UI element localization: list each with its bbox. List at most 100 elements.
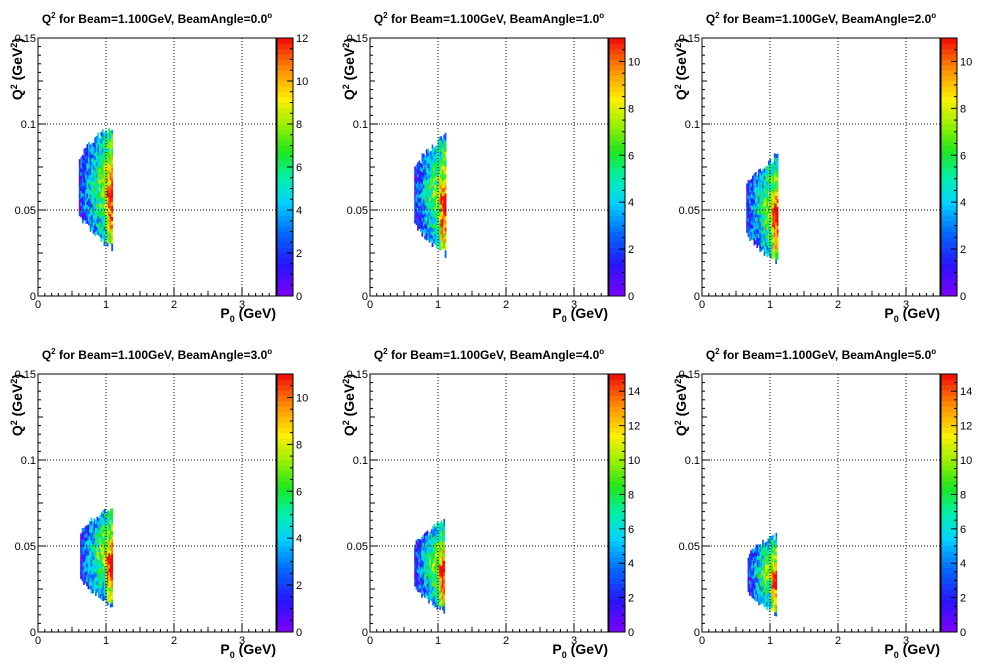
heatmap-cell: [83, 182, 86, 187]
heatmap-cell: [96, 550, 99, 555]
heatmap-cell: [444, 246, 447, 251]
palette-cell: [941, 411, 957, 418]
heatmap-cell: [429, 584, 432, 589]
heatmap-cell: [765, 249, 767, 254]
palette-cell: [609, 140, 625, 146]
heatmap-cell: [103, 535, 106, 540]
heatmap-cell: [759, 236, 762, 241]
heatmap-cell: [109, 202, 112, 207]
heatmap-cell: [437, 549, 440, 554]
heatmap-cell: [767, 599, 770, 604]
heatmap-cell: [87, 566, 90, 571]
z-tick-label: 12: [960, 421, 972, 433]
heatmap-cell: [768, 535, 771, 541]
heatmap-cell: [84, 533, 87, 538]
heatmap-cell: [95, 150, 98, 155]
heatmap-cell: [84, 212, 87, 217]
heatmap-cell: [100, 230, 103, 235]
heatmap-cell: [759, 210, 762, 215]
heatmap-cell: [773, 183, 776, 188]
heatmap-cell: [754, 562, 756, 567]
title-text: for Beam=1.100GeV, BeamAngle=4.0: [388, 348, 600, 362]
palette-cell: [277, 215, 293, 222]
heatmap-cell: [434, 180, 437, 185]
heatmap-cell: [758, 567, 760, 572]
heatmap-cell: [763, 595, 766, 600]
heatmap-cell: [431, 201, 434, 206]
palette-cell: [609, 508, 625, 515]
heatmap-cell: [428, 546, 430, 551]
heatmap-cell: [444, 219, 447, 224]
heatmap-cell: [100, 139, 103, 144]
heatmap-cell: [433, 558, 436, 563]
heatmap-cell: [86, 170, 89, 175]
heatmap-cell: [443, 149, 445, 154]
heatmap-cell: [770, 543, 772, 548]
heatmap-cell: [92, 207, 95, 212]
heatmap-cell: [81, 562, 84, 567]
heatmap-cell: [751, 563, 754, 568]
heatmap-cell: [83, 573, 85, 578]
heatmap-cell: [421, 156, 424, 162]
heatmap-cell: [755, 586, 758, 591]
heatmap-cell: [423, 559, 426, 564]
heatmap-cell: [92, 566, 94, 571]
heatmap-cell: [415, 544, 418, 549]
heatmap-cell: [443, 221, 445, 226]
heatmap-cell: [101, 152, 104, 157]
heatmap-cell: [776, 165, 779, 170]
heatmap-cell: [770, 551, 772, 556]
heatmap-cell: [429, 562, 432, 567]
heatmap-cell: [776, 202, 779, 207]
heatmap-cell: [754, 240, 757, 245]
heatmap-cell: [776, 153, 779, 158]
palette-cell: [277, 615, 293, 622]
heatmap-cell: [425, 149, 428, 154]
heatmap-cell: [97, 166, 100, 171]
heatmap-cell: [772, 576, 775, 581]
heatmap-cell: [440, 177, 443, 182]
heatmap-cell: [93, 563, 96, 568]
heatmap-cell: [94, 148, 97, 153]
heatmap-cell: [434, 203, 437, 208]
heatmap-cell: [427, 190, 430, 195]
heatmap-cell: [758, 582, 760, 587]
heatmap-cell: [99, 533, 102, 538]
heatmap-cell: [431, 208, 434, 213]
heatmap-cell: [433, 603, 436, 608]
heatmap-cell: [94, 137, 97, 142]
heatmap-cell: [92, 161, 95, 166]
heatmap-cell: [417, 203, 419, 208]
heatmap-cell: [755, 559, 758, 564]
heatmap-cell: [94, 156, 97, 161]
heatmap-cell: [89, 536, 91, 541]
heatmap-cell: [422, 580, 425, 585]
heatmap-cell: [98, 141, 101, 146]
heatmap-cell: [431, 224, 434, 229]
heatmap-cell: [750, 212, 753, 218]
heatmap-cell: [757, 211, 760, 216]
heatmap-cell: [444, 136, 447, 141]
heatmap-cell: [415, 194, 418, 199]
heatmap-cell: [108, 234, 111, 239]
heatmap-cell: [443, 168, 445, 173]
heatmap-cell: [442, 568, 444, 573]
heatmap-cell: [86, 216, 89, 221]
heatmap-cell: [92, 585, 94, 590]
heatmap-cell: [109, 210, 112, 215]
heatmap-cell: [86, 566, 88, 572]
heatmap-cell: [752, 190, 754, 195]
heatmap-cell: [92, 195, 95, 200]
heatmap-cell: [428, 223, 431, 228]
heatmap-cell: [438, 235, 441, 240]
heatmap-cell: [91, 222, 94, 227]
heatmap-cell: [78, 197, 81, 202]
heatmap-cell: [87, 547, 90, 552]
heatmap-cell: [95, 230, 98, 235]
heatmap-cell: [760, 553, 763, 558]
heatmap-cell: [437, 572, 440, 577]
heatmap-cell: [89, 547, 91, 552]
heatmap-cell: [83, 148, 86, 153]
heatmap-cell: [100, 211, 103, 216]
heatmap-cell: [109, 145, 112, 150]
